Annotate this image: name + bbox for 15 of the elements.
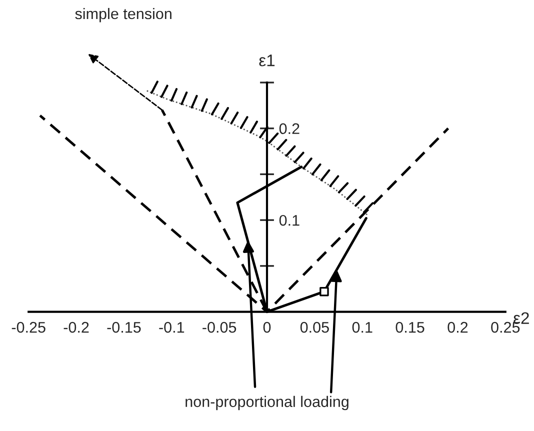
- x-tick-label: 0.2: [448, 322, 468, 333]
- x-tick-label: -0.1: [159, 322, 184, 333]
- annotation: non-proportional loading: [186, 396, 348, 410]
- x-tick-label: -0.15: [107, 322, 141, 333]
- y-axis-title: ε1: [259, 54, 275, 66]
- x-tick-label: 0.1: [352, 322, 372, 333]
- x-tick-label: 0: [263, 322, 271, 333]
- x-tick-label: 0.15: [396, 322, 424, 333]
- x-tick-label: -0.2: [64, 322, 89, 333]
- x-tick-label: 0.25: [491, 322, 520, 333]
- x-axis-title: ε2: [514, 312, 529, 324]
- annotation: simple tension: [75, 8, 172, 22]
- x-tick-label: -0.25: [12, 322, 46, 333]
- x-tick-label: -0.05: [202, 322, 236, 333]
- x-tick-label: 0.05: [300, 322, 329, 333]
